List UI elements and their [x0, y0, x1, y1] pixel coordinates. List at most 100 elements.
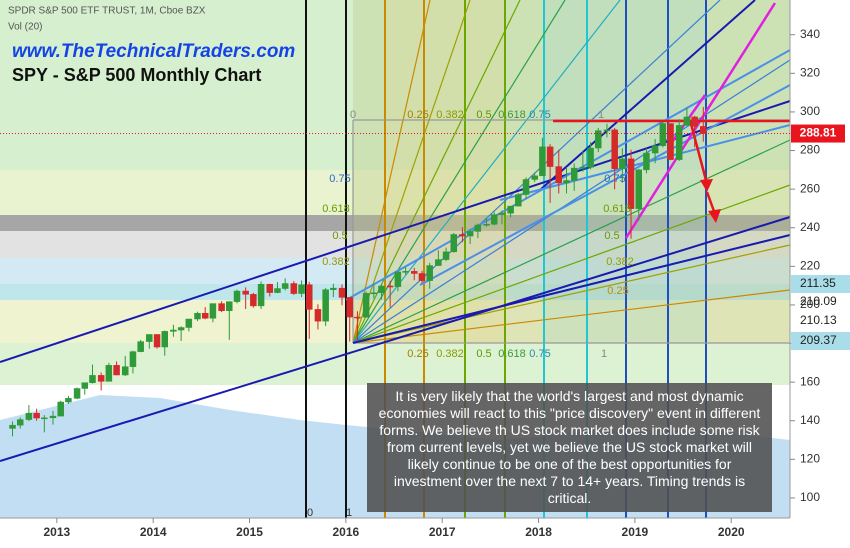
fib-level-label: 0.5	[332, 230, 347, 242]
candle-body	[570, 167, 578, 181]
candle-body	[394, 271, 402, 287]
candle-body	[627, 158, 635, 209]
fib-level-label: 0.75	[529, 109, 550, 121]
candle-body	[411, 271, 418, 274]
candle-body	[201, 312, 209, 319]
candle-body	[153, 334, 161, 348]
candle-body	[659, 123, 667, 146]
candle-body	[218, 303, 225, 311]
fib-level-label: 0.618	[498, 348, 526, 360]
y-tick-label: 240	[800, 220, 820, 234]
fib-level-label: 0	[350, 109, 356, 121]
candle-body	[194, 312, 201, 320]
candle-body	[65, 398, 72, 403]
candle-body	[700, 126, 707, 134]
candle-body	[113, 365, 120, 376]
fib-level-label: 0.382	[322, 256, 350, 268]
fib-price-box	[791, 275, 850, 293]
fib-level-label: 0.618	[322, 203, 350, 215]
candle-body	[490, 214, 498, 225]
fib-level-label: 1	[598, 109, 604, 121]
candle-body	[595, 130, 602, 149]
chart-header: SPDR S&P 500 ETF TRUST, 1M, Cboe BZX	[8, 6, 206, 17]
fib-level-label: 0.382	[606, 256, 634, 268]
candle-body	[507, 205, 514, 214]
y-tick-label: 320	[800, 66, 820, 80]
candle-body	[306, 284, 313, 310]
candle-body	[338, 287, 346, 298]
fib-level-label: 0.382	[436, 348, 464, 360]
fib-level-label: 0.75	[529, 348, 550, 360]
candle-body	[209, 303, 217, 319]
candle-body	[531, 175, 538, 180]
fib-level-label: 0.618	[498, 109, 526, 121]
y-tick-label: 220	[800, 259, 820, 273]
candle-body	[522, 179, 530, 195]
fib-level-label: 0.618	[603, 203, 631, 215]
x-tick-label: 2014	[140, 525, 167, 539]
x-tick-label: 2020	[718, 525, 745, 539]
candle-body	[691, 116, 698, 127]
candle-body	[483, 224, 490, 226]
candle-body	[651, 145, 659, 154]
candle-body	[97, 375, 105, 382]
x-tick-label: 2013	[43, 525, 70, 539]
candle-body	[435, 259, 442, 266]
candle-body	[426, 265, 433, 281]
x-tick-label: 2019	[622, 525, 649, 539]
candle-body	[49, 415, 57, 419]
candle-body	[466, 231, 474, 237]
candle-body	[314, 309, 322, 322]
x-axis-panel	[0, 518, 790, 548]
candle-body	[683, 116, 691, 126]
candle-body	[442, 251, 450, 260]
y-axis-panel	[790, 0, 850, 548]
candle-body	[546, 146, 554, 167]
chart-title: SPY - S&P 500 Monthly Chart	[12, 65, 261, 85]
fib-level-label: 0.25	[407, 348, 428, 360]
candle-body	[41, 417, 48, 420]
fib-level-label: 0.25	[607, 285, 628, 297]
candle-body	[177, 327, 185, 331]
fib-level-label: 0.5	[476, 348, 491, 360]
candle-body	[322, 289, 329, 322]
x-tick-label: 2016	[333, 525, 360, 539]
candle-body	[242, 290, 249, 295]
candle-body	[474, 224, 482, 232]
candle-body	[89, 375, 96, 383]
candle-body	[105, 365, 113, 382]
candle-body	[161, 331, 168, 348]
candle-body	[266, 284, 274, 293]
candle-body	[33, 412, 40, 419]
candle-body	[675, 125, 683, 160]
candle-body	[233, 290, 241, 302]
candle-body	[298, 284, 305, 294]
candle-body	[498, 213, 506, 215]
x-tick-label: 2015	[236, 525, 263, 539]
candle-body	[587, 147, 594, 168]
y-tick-label: 120	[800, 452, 820, 466]
fib-level-label: 0	[307, 507, 313, 519]
candle-body	[563, 180, 570, 184]
y-tick-label: 140	[800, 413, 820, 427]
trend-lines	[0, 0, 791, 462]
candle-body	[386, 285, 394, 288]
candle-body	[9, 424, 16, 429]
candle-body	[611, 129, 618, 169]
fib-level-label: 1	[346, 507, 352, 519]
y-tick-label: 260	[800, 181, 820, 195]
candle-body	[555, 166, 563, 184]
fib-price-label: 210.09	[800, 294, 837, 308]
candle-body	[619, 158, 626, 169]
candle-body	[250, 294, 257, 307]
candle-body	[635, 169, 642, 209]
candle-body	[579, 167, 587, 169]
y-tick-label: 340	[800, 27, 820, 41]
candle-body	[290, 283, 298, 294]
y-tick-label: 160	[800, 374, 820, 388]
candle-body	[121, 366, 129, 376]
candle-body	[25, 412, 33, 420]
candle-body	[330, 287, 337, 290]
fib-price-label: 209.37	[800, 333, 837, 347]
